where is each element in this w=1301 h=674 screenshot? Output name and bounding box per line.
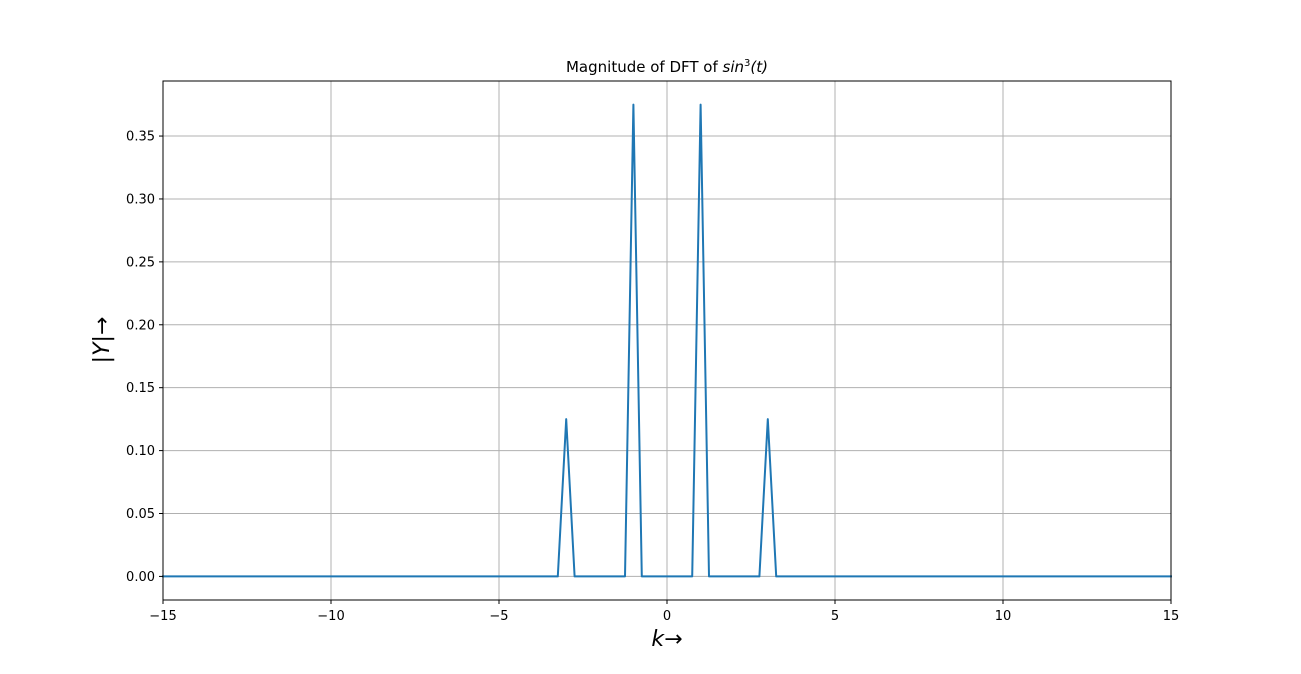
series-line — [162, 103, 1172, 578]
x-tick-label: 15 — [1163, 609, 1180, 624]
x-tick-label: −10 — [317, 609, 344, 624]
series-layer — [162, 103, 1172, 578]
y-axis-label: |Y|→ — [90, 317, 115, 364]
y-tick-label: 0.00 — [126, 570, 155, 585]
x-tick-label: −15 — [149, 609, 176, 624]
y-tick-label: 0.10 — [126, 444, 155, 459]
chart-title: Magnitude of DFT of sin3(t) — [566, 58, 768, 76]
x-axis-label: k→ — [651, 627, 682, 652]
y-tick-label: 0.20 — [126, 318, 155, 333]
x-tick-label: 0 — [663, 609, 671, 624]
y-axis-ticks: 0.00 0.05 0.10 0.15 0.20 0.25 0.30 0.35 — [126, 130, 163, 585]
x-tick-label: 5 — [831, 609, 839, 624]
y-tick-label: 0.25 — [126, 255, 155, 270]
y-tick-label: 0.35 — [126, 130, 155, 145]
y-tick-label: 0.30 — [126, 192, 155, 207]
x-tick-label: 10 — [995, 609, 1012, 624]
x-tick-label: −5 — [489, 609, 508, 624]
y-tick-label: 0.05 — [126, 507, 155, 522]
y-tick-label: 0.15 — [126, 381, 155, 396]
x-axis-ticks: −15 −10 −5 0 5 10 15 — [149, 600, 1179, 624]
